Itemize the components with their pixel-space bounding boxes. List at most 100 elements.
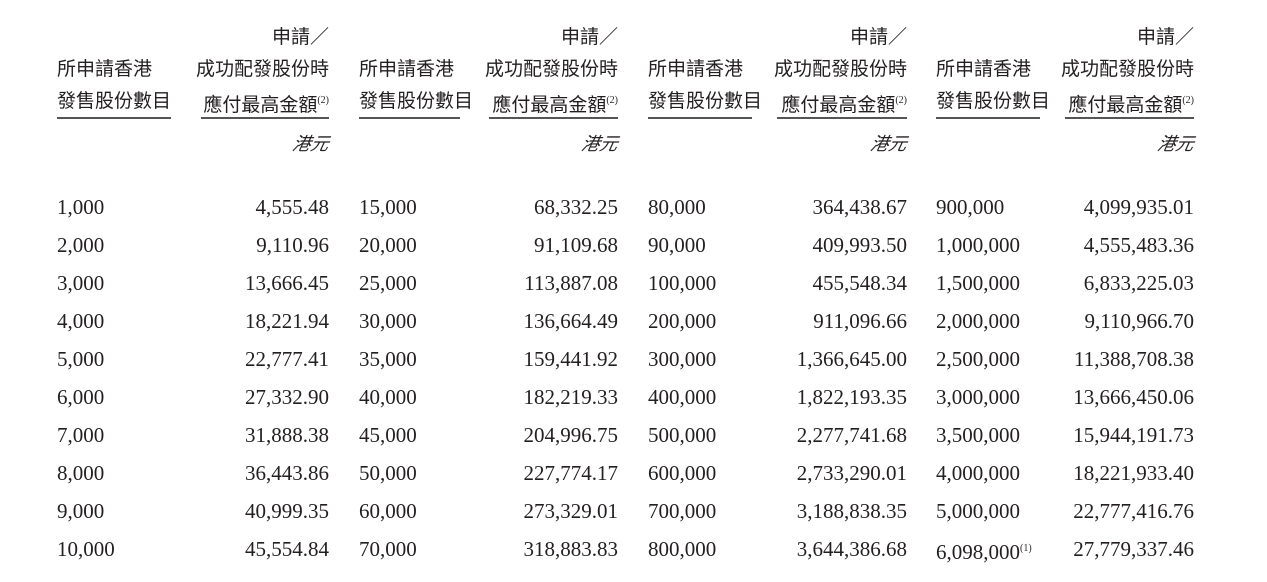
header-underline bbox=[57, 117, 171, 119]
amount-cell: 409,993.50 bbox=[812, 233, 908, 257]
shares-cell: 900,000 bbox=[936, 195, 1004, 219]
shares-value: 15,000 bbox=[359, 195, 417, 219]
header-underline bbox=[648, 117, 752, 119]
amount-cell: 11,388,708.38 bbox=[1074, 347, 1194, 371]
shares-value: 700,000 bbox=[648, 499, 717, 523]
header-line: 應付最高金額(2) bbox=[774, 85, 907, 117]
shares-value: 2,000 bbox=[57, 233, 105, 257]
header-line: 發售股份數目 bbox=[648, 90, 763, 112]
header-line: 所申請香港 bbox=[359, 58, 455, 80]
amount-cell: 113,887.08 bbox=[524, 271, 618, 295]
currency-unit: 港元 bbox=[1155, 134, 1196, 155]
shares-value: 1,000 bbox=[57, 195, 105, 219]
amount-cell: 1,822,193.35 bbox=[796, 385, 907, 409]
header-line: 發售股份數目 bbox=[936, 90, 1051, 112]
shares-value: 7,000 bbox=[57, 423, 105, 447]
shares-cell: 90,000 bbox=[648, 233, 706, 257]
shares-value: 40,000 bbox=[359, 385, 417, 409]
shares-column-header: 所申請香港發售股份數目 bbox=[936, 53, 1050, 117]
amount-cell: 2,277,741.68 bbox=[796, 423, 907, 447]
shares-cell: 70,000 bbox=[359, 537, 417, 561]
shares-cell: 8,000 bbox=[57, 461, 104, 485]
amount-cell: 159,441.92 bbox=[523, 347, 619, 371]
shares-value: 100,000 bbox=[648, 271, 717, 295]
amount-cell: 3,188,838.35 bbox=[796, 499, 907, 523]
shares-value: 6,098,000 bbox=[936, 540, 1020, 564]
amount-cell: 1,366,645.00 bbox=[796, 347, 907, 371]
shares-cell: 300,000 bbox=[648, 347, 716, 371]
amount-cell: 22,777,416.76 bbox=[1073, 499, 1194, 523]
shares-value: 400,000 bbox=[648, 385, 717, 409]
shares-cell: 2,500,000 bbox=[936, 347, 1020, 371]
amount-cell: 227,774.17 bbox=[523, 461, 619, 485]
shares-value: 80,000 bbox=[648, 195, 706, 219]
shares-value: 3,000 bbox=[57, 271, 105, 295]
header-underline bbox=[936, 117, 1040, 119]
amount-column-header: 申請／ 成功配發股份時 應付最高金額(2) bbox=[196, 21, 329, 117]
header-line: 所申請香港 bbox=[648, 58, 744, 80]
amount-cell: 6,833,225.03 bbox=[1083, 271, 1194, 295]
shares-value: 500,000 bbox=[648, 423, 717, 447]
shares-value: 30,000 bbox=[359, 309, 417, 333]
shares-cell: 3,000,000 bbox=[936, 385, 1020, 409]
amount-column-header: 申請／ 成功配發股份時 應付最高金額(2) bbox=[485, 21, 618, 117]
shares-cell: 1,500,000 bbox=[936, 271, 1020, 295]
shares-cell: 40,000 bbox=[359, 385, 417, 409]
amount-cell: 13,666,450.06 bbox=[1073, 385, 1194, 409]
shares-cell: 2,000 bbox=[57, 233, 104, 257]
footnote-ref: (2) bbox=[895, 95, 907, 106]
shares-value: 35,000 bbox=[359, 347, 417, 371]
footnote-ref: (1) bbox=[1020, 543, 1032, 554]
shares-value: 1,000,000 bbox=[936, 233, 1020, 257]
header-underline bbox=[489, 117, 618, 119]
amount-column-header: 申請／ 成功配發股份時 應付最高金額(2) bbox=[1061, 21, 1194, 117]
header-text: 成功配發股份時 bbox=[484, 58, 618, 80]
shares-value: 3,000,000 bbox=[936, 385, 1020, 409]
shares-value: 4,000,000 bbox=[936, 461, 1020, 485]
shares-cell: 5,000,000 bbox=[936, 499, 1020, 523]
header-underline bbox=[359, 117, 460, 119]
shares-value: 6,000 bbox=[57, 385, 105, 409]
header-line: 成功配發股份時 bbox=[196, 53, 329, 85]
header-line: 成功配發股份時 bbox=[774, 53, 907, 85]
shares-cell: 100,000 bbox=[648, 271, 716, 295]
amount-cell: 455,548.34 bbox=[812, 271, 908, 295]
shares-cell: 6,000 bbox=[57, 385, 104, 409]
shares-value: 45,000 bbox=[359, 423, 417, 447]
shares-cell: 60,000 bbox=[359, 499, 417, 523]
header-text: 申請／ bbox=[271, 26, 329, 48]
footnote-ref: (2) bbox=[1182, 95, 1194, 106]
shares-cell: 45,000 bbox=[359, 423, 417, 447]
currency-unit: 港元 bbox=[290, 134, 331, 155]
shares-value: 50,000 bbox=[359, 461, 417, 485]
currency-unit: 港元 bbox=[579, 134, 620, 155]
amount-cell: 36,443.86 bbox=[245, 461, 329, 485]
amount-cell: 4,555,483.36 bbox=[1083, 233, 1194, 257]
shares-cell: 6,098,000(1) bbox=[936, 537, 1032, 564]
amount-cell: 3,644,386.68 bbox=[796, 537, 907, 561]
shares-value: 9,000 bbox=[57, 499, 105, 523]
shares-value: 1,500,000 bbox=[936, 271, 1020, 295]
footnote-ref: (2) bbox=[606, 95, 618, 106]
shares-cell: 9,000 bbox=[57, 499, 104, 523]
shares-value: 800,000 bbox=[648, 537, 717, 561]
shares-cell: 400,000 bbox=[648, 385, 716, 409]
shares-cell: 5,000 bbox=[57, 347, 104, 371]
shares-value: 3,500,000 bbox=[936, 423, 1020, 447]
header-line: 所申請香港 bbox=[936, 58, 1032, 80]
footnote-ref: (2) bbox=[317, 95, 329, 106]
shares-cell: 3,500,000 bbox=[936, 423, 1020, 447]
shares-cell: 700,000 bbox=[648, 499, 716, 523]
shares-value: 4,000 bbox=[57, 309, 105, 333]
header-line: 申請／ bbox=[196, 21, 329, 53]
header-underline bbox=[201, 117, 329, 119]
shares-value: 60,000 bbox=[359, 499, 417, 523]
amount-cell: 318,883.83 bbox=[523, 537, 619, 561]
shares-value: 600,000 bbox=[648, 461, 717, 485]
amount-cell: 15,944,191.73 bbox=[1073, 423, 1194, 447]
amount-cell: 13,666.45 bbox=[245, 271, 329, 295]
shares-value: 2,500,000 bbox=[936, 347, 1020, 371]
amount-cell: 4,099,935.01 bbox=[1083, 195, 1194, 219]
shares-value: 8,000 bbox=[57, 461, 105, 485]
amount-cell: 911,096.66 bbox=[813, 309, 907, 333]
